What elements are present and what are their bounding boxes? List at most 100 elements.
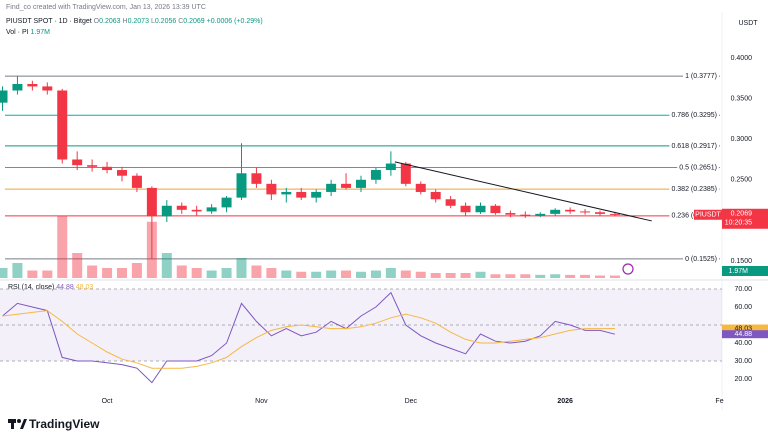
- candle-body: [102, 166, 113, 171]
- rsi-tick-label: 20.00: [734, 376, 752, 383]
- volume-value: 1.97M: [31, 29, 51, 36]
- candle-body: [281, 191, 292, 195]
- countdown: 10:20:35: [725, 220, 752, 227]
- logo-text: TradingView: [29, 417, 100, 431]
- volume-bar: [580, 274, 591, 278]
- rsi-ma-tag-text: 48.03: [734, 325, 752, 332]
- candle-body: [415, 183, 426, 192]
- volume-bar: [400, 270, 411, 278]
- candle-body: [251, 173, 262, 184]
- volume-bar: [550, 274, 561, 278]
- volume-bar: [161, 253, 172, 278]
- volume-bar: [535, 274, 546, 278]
- volume-bar: [415, 271, 426, 278]
- volume-tag-text: 1.97M: [729, 268, 749, 275]
- candle-body: [296, 191, 307, 198]
- fib-label-bg: [683, 255, 719, 263]
- candle-body: [535, 213, 546, 216]
- volume-bar: [296, 271, 307, 278]
- volume-bar: [236, 258, 247, 278]
- fib-label-bg: [677, 164, 719, 172]
- volume-bar: [27, 270, 38, 278]
- symbol-tag: [694, 209, 722, 220]
- volume-bar: [505, 274, 516, 278]
- ohlc-value: 0.2056: [155, 18, 177, 25]
- ohlc-value: 0.2063: [99, 18, 121, 25]
- y-tick-label: 0.1500: [731, 258, 753, 265]
- fib-label-bg: [669, 185, 719, 193]
- candle-body: [400, 163, 411, 184]
- symbol-tag-text: PIUSDT: [695, 212, 721, 219]
- candle-body: [176, 205, 187, 210]
- volume-bar: [72, 253, 83, 278]
- volume-name: Vol · PI: [6, 29, 29, 36]
- candle-body: [146, 187, 157, 217]
- logo-shape: [11, 419, 14, 429]
- fib-label: 0.786 (0.3295): [671, 112, 717, 119]
- volume-bar: [102, 268, 113, 278]
- volume-bar: [445, 273, 456, 278]
- candle-body: [27, 83, 38, 87]
- trend-line: [394, 161, 652, 222]
- volume-bar: [131, 263, 142, 278]
- logo-shape: [20, 419, 27, 429]
- candle-body: [57, 90, 68, 160]
- rsi-tag-text: 44.88: [734, 331, 752, 338]
- volume-bar: [87, 265, 98, 278]
- candle-body: [580, 211, 591, 213]
- rsi-ma-value: 48.03: [76, 284, 94, 291]
- candle-body: [356, 179, 366, 188]
- volume-bar: [57, 215, 68, 278]
- event-icon[interactable]: [622, 263, 634, 275]
- rsi-name: RSI (14, close): [8, 284, 54, 291]
- volume-bar: [595, 275, 606, 278]
- volume-bar: [430, 273, 441, 278]
- volume-bar: [385, 268, 396, 278]
- candle-body: [385, 163, 396, 171]
- candle-body: [12, 83, 23, 91]
- volume-bar: [460, 273, 471, 278]
- volume-bar: [341, 270, 352, 278]
- volume-bar: [356, 271, 366, 278]
- volume-bar: [281, 270, 292, 278]
- fib-label: 0.382 (0.2385): [671, 186, 717, 193]
- volume-bar: [609, 275, 620, 278]
- rsi-line: [2, 291, 616, 384]
- ohlc-value: 0.2069: [183, 18, 205, 25]
- ohlc-key: L: [151, 18, 155, 25]
- x-tick-label: 2026: [557, 398, 573, 405]
- candle-body: [72, 159, 83, 166]
- volume-bar: [565, 274, 576, 278]
- ohlc-key: C: [178, 18, 183, 25]
- y-tick-label: 0.3500: [731, 95, 753, 102]
- candle-body: [326, 183, 337, 192]
- candle-body: [445, 199, 456, 206]
- ohlc-key: H: [123, 18, 128, 25]
- rsi-tick-label: 70.00: [734, 286, 752, 293]
- rsi-tick-label: 60.00: [734, 304, 752, 311]
- rsi-ma-tag: [722, 324, 768, 333]
- ohlc-value: 0.2073: [128, 18, 150, 25]
- volume-bar: [370, 270, 381, 278]
- currency: USDT: [738, 20, 758, 27]
- volume-legend: Vol · PI 1.97M: [6, 29, 50, 36]
- candle-body: [341, 183, 352, 188]
- volume-bar: [221, 268, 232, 278]
- legend-line: PIUSDT SPOT · 1D · Bitget O0.2063 H0.207…: [6, 18, 263, 25]
- candle-body: [311, 191, 322, 198]
- candle-body: [236, 173, 247, 198]
- fib-label-bg: [669, 112, 719, 120]
- price-tag: [722, 208, 768, 229]
- volume-bar: [12, 263, 23, 278]
- volume-bar: [191, 268, 202, 278]
- volume-bar: [326, 270, 337, 278]
- volume-bar: [116, 268, 127, 278]
- logo-shape: [17, 419, 21, 423]
- y-tick-label: 0.4000: [731, 55, 753, 62]
- candle-body: [87, 165, 98, 167]
- candle-body: [0, 90, 8, 103]
- volume-bar: [266, 268, 277, 278]
- candle-body: [206, 207, 217, 212]
- change: +0.0006 (+0.29%): [207, 18, 263, 25]
